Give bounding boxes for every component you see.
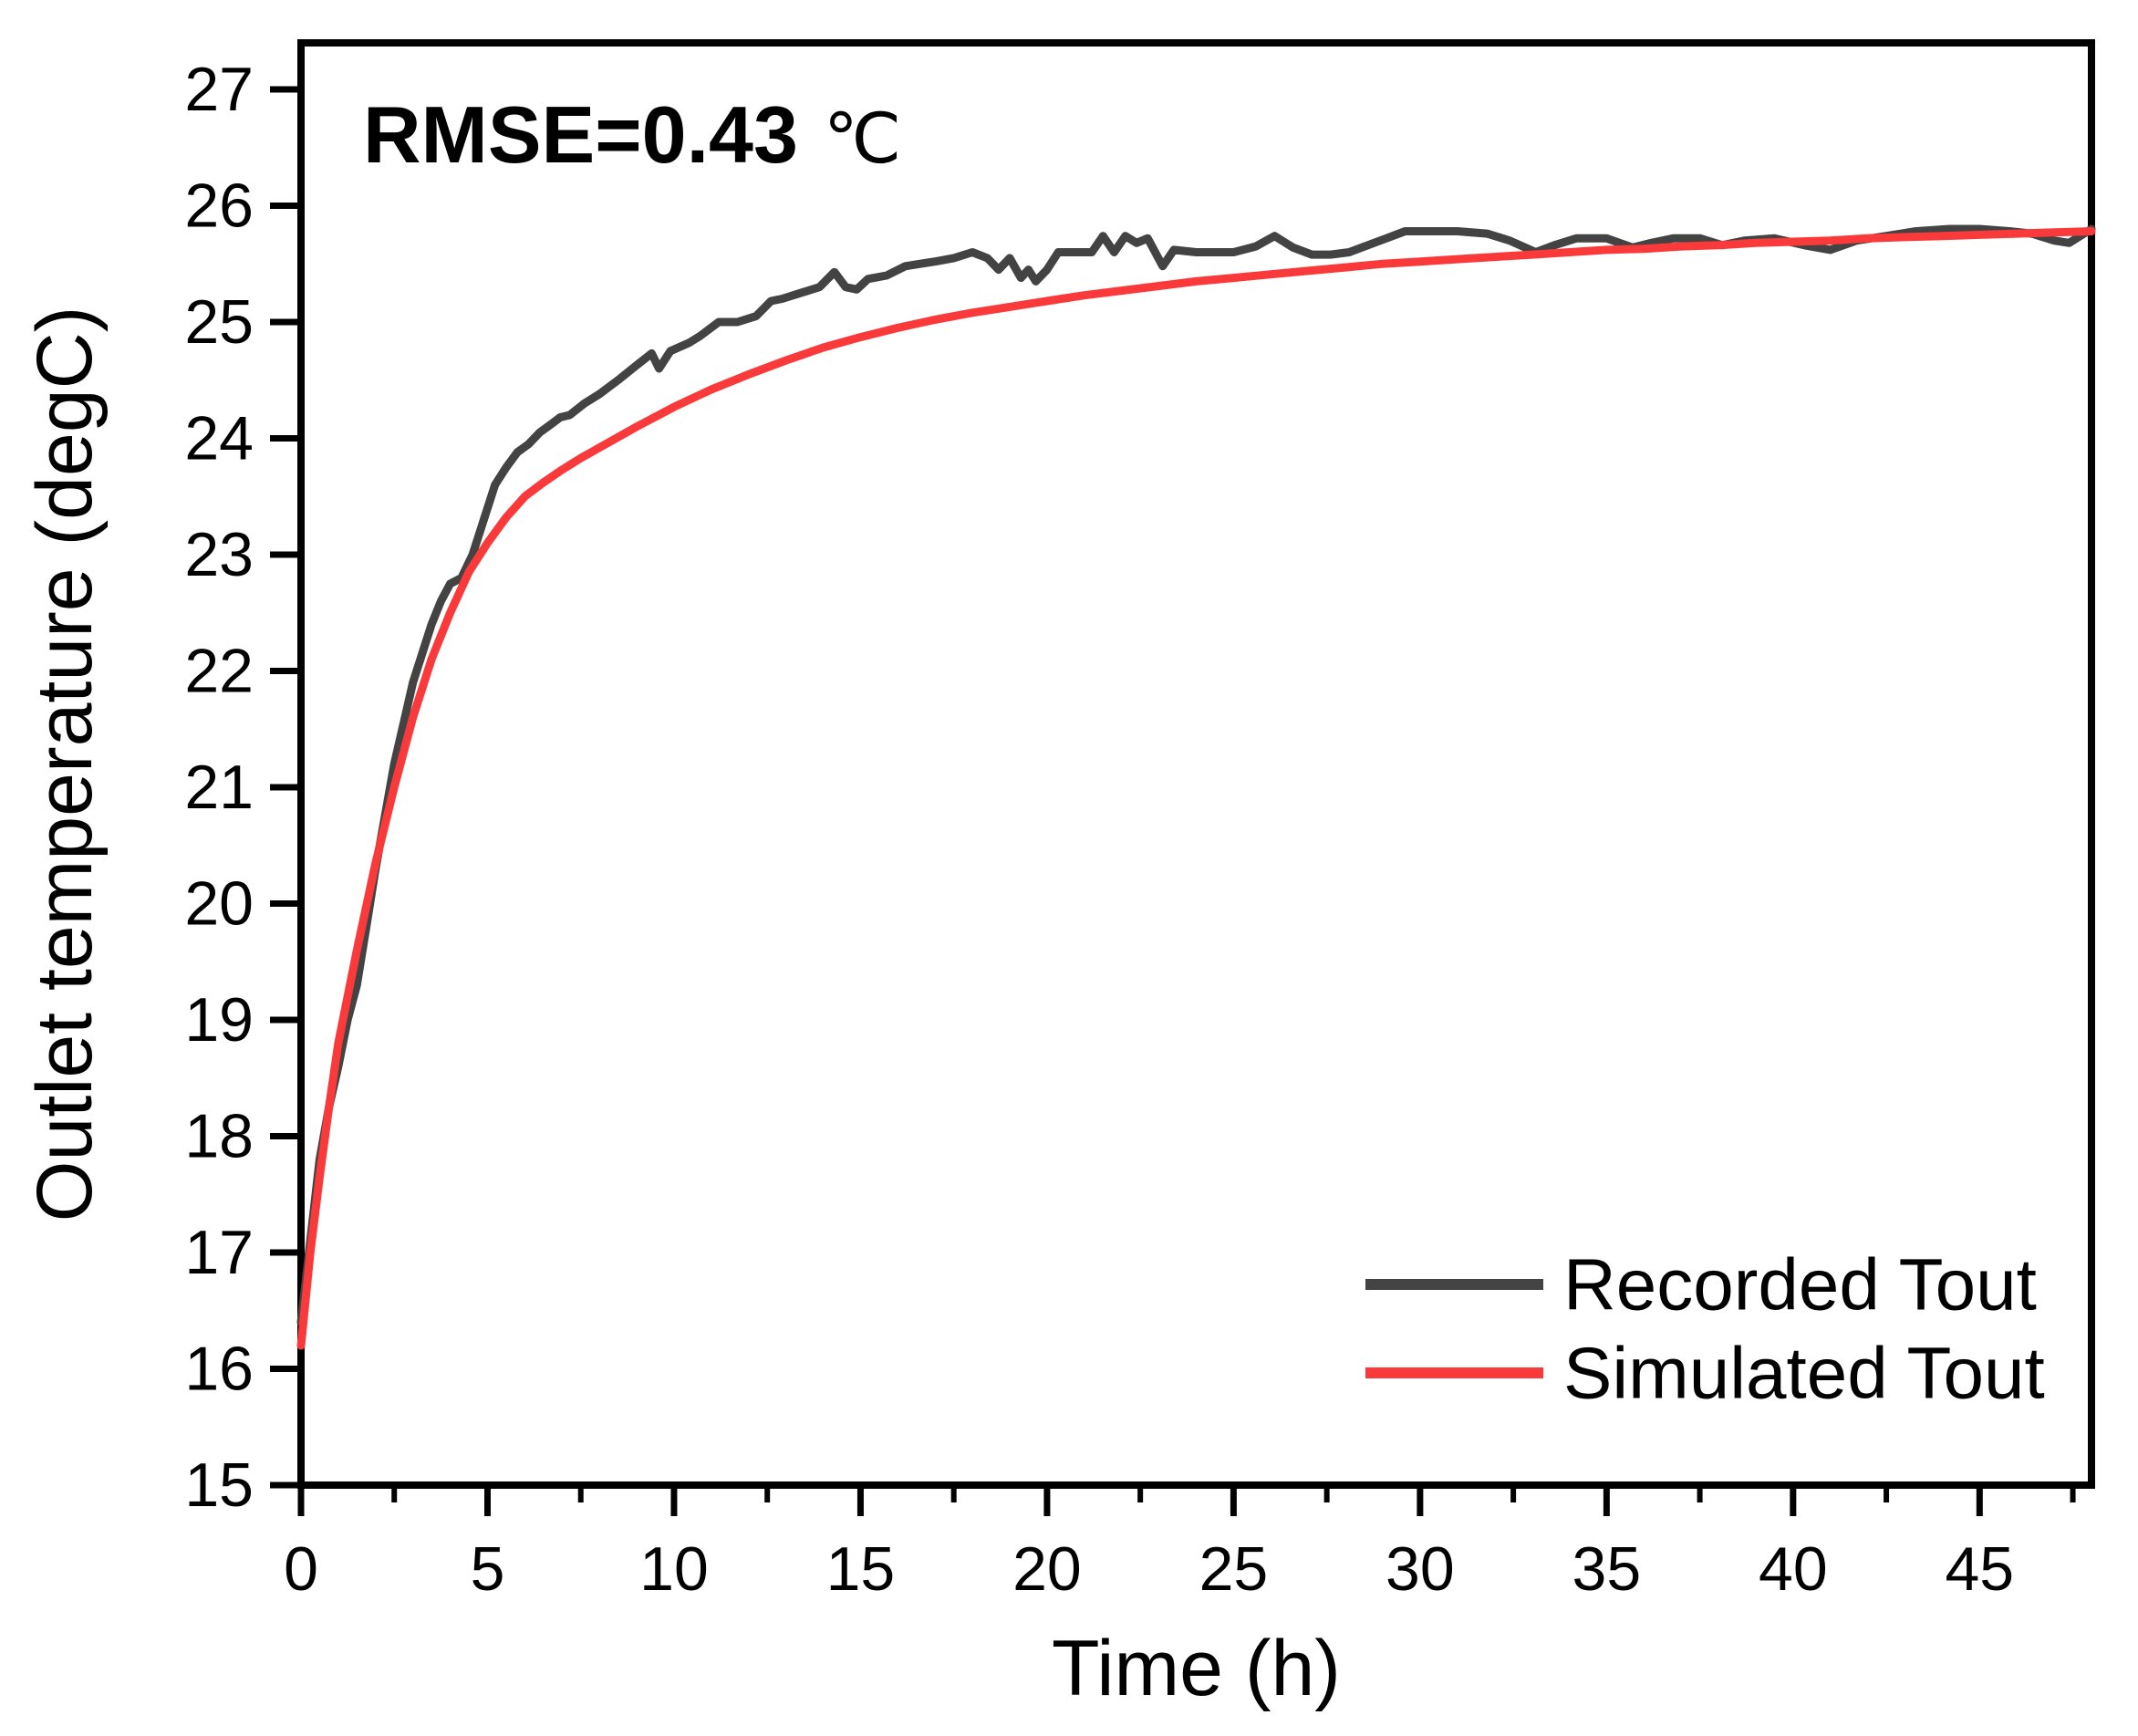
rmse-annotation: RMSE=0.43 ℃ (363, 89, 901, 180)
series-group (296, 224, 2096, 1350)
x-tick-label: 5 (471, 1534, 505, 1604)
axes: 0 5 10 15 20 25 30 35 40 45 27 26 25 24 23 22 21 20 19 18 17… (184, 39, 2095, 1604)
rmse-value: RMSE=0.43 (363, 89, 798, 180)
y-tick-label: 25 (184, 287, 254, 357)
y-tick-label: 16 (184, 1335, 254, 1404)
y-tick-label: 27 (184, 55, 254, 124)
plot-frame (297, 39, 2095, 1489)
simulated-tout-line (296, 227, 2096, 1350)
x-tick-label: 25 (1199, 1534, 1269, 1604)
y-tick-label: 15 (184, 1450, 254, 1520)
legend-label-simulated: Simulated Tout (1563, 1333, 2045, 1414)
x-tick-label: 40 (1759, 1534, 1828, 1604)
y-tick-label: 26 (184, 172, 254, 241)
y-tick-label: 20 (184, 869, 254, 939)
x-tick-label: 35 (1572, 1534, 1642, 1604)
x-tick-label: 15 (826, 1534, 896, 1604)
y-tick-label: 22 (184, 637, 254, 706)
y-tick-label: 23 (184, 520, 254, 589)
x-axis: 0 5 10 15 20 25 30 35 40 45 (284, 1485, 2076, 1604)
x-tick-label: 0 (284, 1534, 318, 1604)
y-tick-label: 24 (184, 404, 254, 473)
y-tick-label: 21 (184, 753, 254, 822)
y-tick-label: 18 (184, 1102, 254, 1171)
y-axis: 27 26 25 24 23 22 21 20 19 18 17 16 15 (184, 55, 301, 1520)
y-tick-label: 19 (184, 985, 254, 1055)
celsius-unit: ℃ (824, 101, 901, 178)
x-tick-label: 20 (1012, 1534, 1082, 1604)
x-axis-title: Time (h) (1052, 1625, 1341, 1712)
x-tick-label: 10 (639, 1534, 709, 1604)
y-tick-label: 17 (184, 1218, 254, 1287)
x-tick-label: 30 (1386, 1534, 1455, 1604)
legend-label-recorded: Recorded Tout (1563, 1244, 2037, 1325)
x-tick-label: 45 (1945, 1534, 2014, 1604)
y-axis-title: Outlet temperature (degC) (21, 307, 109, 1222)
recorded-tout-line (296, 224, 2096, 1326)
